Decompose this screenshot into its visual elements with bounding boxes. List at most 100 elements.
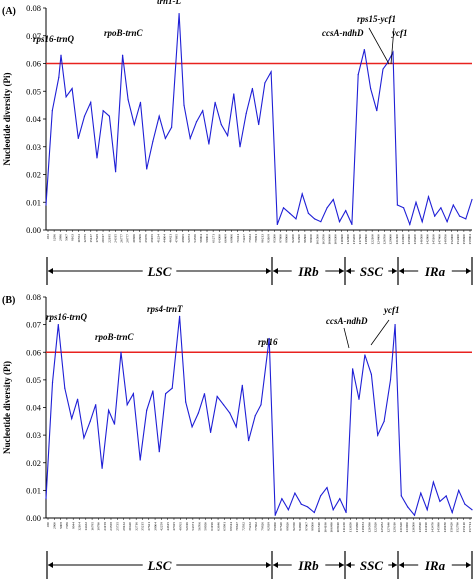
x-tick-label: 87600 xyxy=(279,234,283,243)
arrowhead xyxy=(346,268,351,274)
data-point xyxy=(226,135,229,137)
region-bar: LSC IRb SSC IRa xyxy=(46,551,473,579)
x-tick-label: 32716 xyxy=(134,522,138,531)
x-tick-label: 87520 xyxy=(279,522,283,531)
x-tick-label: 30666 xyxy=(132,234,136,243)
diversity-line xyxy=(45,316,473,517)
x-tick-label: 126700 xyxy=(383,234,387,245)
x-tick-label: 92200 xyxy=(291,234,295,243)
x-tick-label: 49665 xyxy=(181,234,185,243)
x-tick-label: 28777 xyxy=(126,234,130,243)
data-point xyxy=(294,492,296,494)
arrowhead xyxy=(399,268,404,274)
x-tick-label: 155110 xyxy=(462,522,466,533)
x-tick-label: 125282 xyxy=(380,522,384,533)
peak-annotation: ccsA-ndhD xyxy=(322,28,364,38)
data-point xyxy=(191,426,193,428)
x-tick-label: 75633 xyxy=(248,234,252,243)
data-point xyxy=(222,404,225,406)
data-point xyxy=(89,420,91,422)
x-tick-label: 16785 xyxy=(90,522,94,531)
region-label: IRa xyxy=(424,558,446,573)
x-tick-label: 118183 xyxy=(361,522,365,533)
data-point xyxy=(71,417,73,420)
data-point xyxy=(402,207,405,209)
data-point xyxy=(251,87,254,90)
data-point xyxy=(209,431,212,433)
arrowhead xyxy=(392,562,397,568)
data-point xyxy=(427,196,430,198)
x-tick-label: 70647 xyxy=(235,522,239,531)
data-point xyxy=(352,368,354,370)
x-tick-label: 15137 xyxy=(89,234,93,243)
arrowhead xyxy=(466,268,471,274)
y-tick-label: 0.07 xyxy=(26,31,41,41)
x-tick-label: 152790 xyxy=(456,522,460,533)
x-tick-label: 122920 xyxy=(374,522,378,533)
x-tick-label: 158904 xyxy=(468,234,472,245)
x-tick-label: 85060 xyxy=(273,522,277,531)
x-tick-label: 108910 xyxy=(336,522,340,533)
data-point xyxy=(386,62,388,65)
data-point xyxy=(133,123,135,126)
data-point xyxy=(152,140,154,142)
data-point xyxy=(58,76,60,78)
data-point xyxy=(383,420,385,422)
x-tick-label: 113650 xyxy=(349,522,353,533)
data-point xyxy=(57,324,59,326)
x-tick-label: 138810 xyxy=(418,522,422,533)
data-point xyxy=(146,168,148,170)
x-tick-label: 101500 xyxy=(315,234,319,245)
data-point xyxy=(370,373,373,375)
data-point xyxy=(203,393,206,395)
data-point xyxy=(120,351,122,353)
x-tick-label: 63646 xyxy=(216,522,220,531)
x-tick-label: 82838 xyxy=(267,522,271,531)
x-tick-label: 66408 xyxy=(224,234,228,243)
data-point xyxy=(332,198,334,201)
x-tick-label: 52073 xyxy=(187,234,191,243)
arrowhead xyxy=(266,562,271,568)
x-tick-label: 47025 xyxy=(172,522,176,531)
x-tick-label: 131300 xyxy=(395,234,399,245)
x-tick-label: 83108 xyxy=(266,234,270,243)
data-point xyxy=(65,96,67,98)
data-point xyxy=(45,204,47,206)
data-point xyxy=(264,82,266,84)
x-tick-label: 37621 xyxy=(147,522,151,531)
x-tick-label: 106000 xyxy=(328,234,332,245)
y-tick-label: 0.01 xyxy=(26,485,41,495)
region-label: IRa xyxy=(424,264,446,279)
x-tick-label: 68806 xyxy=(230,234,234,243)
peak-annotation: rps15-ycf1 xyxy=(357,14,396,24)
x-tick-label: 30420 xyxy=(128,522,132,531)
y-tick-label: 0.00 xyxy=(26,513,41,523)
x-tick-label: 147400 xyxy=(438,234,442,245)
data-point xyxy=(108,115,110,117)
y-tick-label: 0.01 xyxy=(26,197,41,207)
data-point xyxy=(139,459,141,461)
data-point xyxy=(260,404,262,406)
arrowhead xyxy=(346,562,351,568)
data-point xyxy=(95,404,97,406)
data-point xyxy=(245,112,247,115)
x-tick-label: 131620 xyxy=(399,522,403,533)
data-point xyxy=(202,110,204,112)
x-tick-label: 24315 xyxy=(113,234,117,243)
peak-annotation: ycf1 xyxy=(391,28,408,38)
x-tick-label: 47695 xyxy=(175,234,179,243)
x-tick-label: 12785 xyxy=(83,234,87,243)
data-point xyxy=(300,503,302,505)
data-point xyxy=(357,74,359,76)
data-point xyxy=(276,223,278,226)
x-tick-label: 23558 xyxy=(109,522,113,531)
x-tick-label: 28132 xyxy=(122,522,126,531)
arrowhead xyxy=(466,562,471,568)
x-tick-label: 110600 xyxy=(340,234,344,245)
data-point xyxy=(270,71,272,73)
data-point xyxy=(445,495,447,497)
data-point xyxy=(281,498,283,500)
x-tick-label: 54371 xyxy=(191,522,195,531)
data-point xyxy=(51,110,53,112)
data-point xyxy=(208,143,210,145)
